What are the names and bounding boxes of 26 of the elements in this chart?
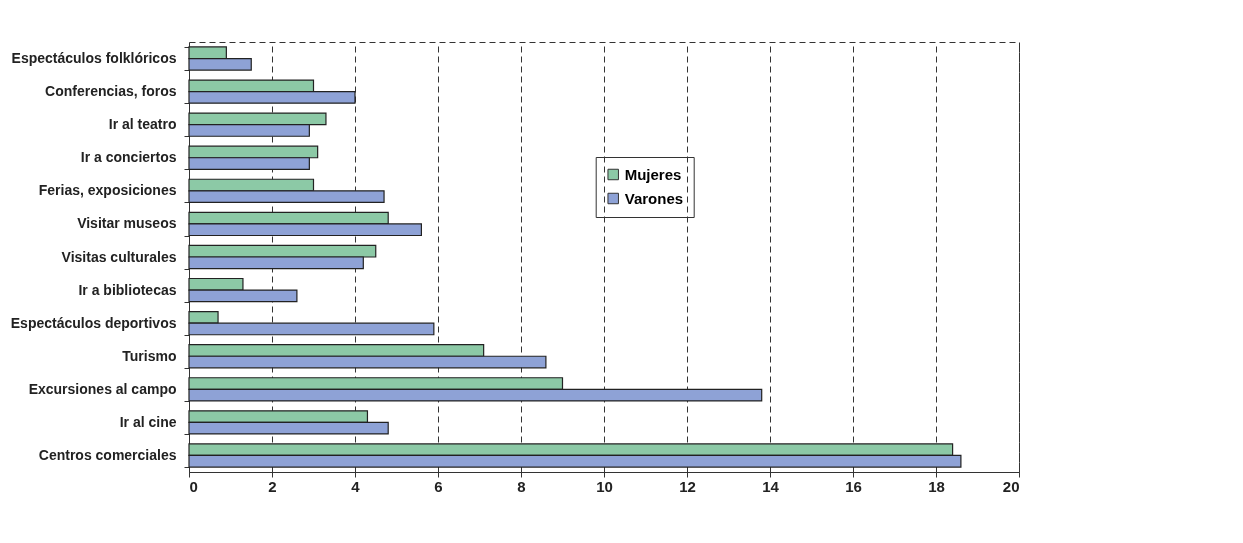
x-tick-label: 0 bbox=[189, 477, 198, 495]
x-tick-label: 4 bbox=[351, 477, 361, 495]
y-tick-label: Excursiones al campo bbox=[28, 380, 177, 397]
x-tick-label: 16 bbox=[845, 477, 862, 495]
y-tick-label: Espectáculos deportivos bbox=[10, 314, 177, 331]
y-tick-label: Turismo bbox=[122, 347, 177, 364]
y-tick-label: Visitar museos bbox=[77, 215, 177, 232]
y-tick-label: Centros comerciales bbox=[38, 446, 177, 463]
legend-label: Mujeres bbox=[624, 165, 682, 183]
legend-label: Varones bbox=[624, 189, 684, 207]
y-tick-label: Ir al cine bbox=[119, 413, 177, 430]
y-tick-label: Ir al teatro bbox=[108, 116, 177, 133]
x-tick-label: 2 bbox=[268, 477, 277, 495]
y-tick-label: Ir a conciertos bbox=[80, 149, 177, 166]
y-tick-label: Ir a bibliotecas bbox=[78, 281, 177, 298]
x-tick-label: 6 bbox=[434, 477, 443, 495]
y-tick-label: Visitas culturales bbox=[61, 248, 177, 265]
x-tick-label: 8 bbox=[517, 477, 526, 495]
x-tick-label: 10 bbox=[596, 477, 613, 495]
y-tick-label: Ferias, exposiciones bbox=[38, 182, 177, 199]
y-tick-label: Conferencias, foros bbox=[45, 83, 177, 100]
x-tick-label: 18 bbox=[928, 477, 945, 495]
x-tick-label: 14 bbox=[762, 477, 780, 495]
x-tick-label: 20 bbox=[1002, 477, 1020, 495]
x-tick-label: 12 bbox=[679, 477, 696, 495]
y-tick-label: Espectáculos folklóricos bbox=[11, 50, 177, 67]
